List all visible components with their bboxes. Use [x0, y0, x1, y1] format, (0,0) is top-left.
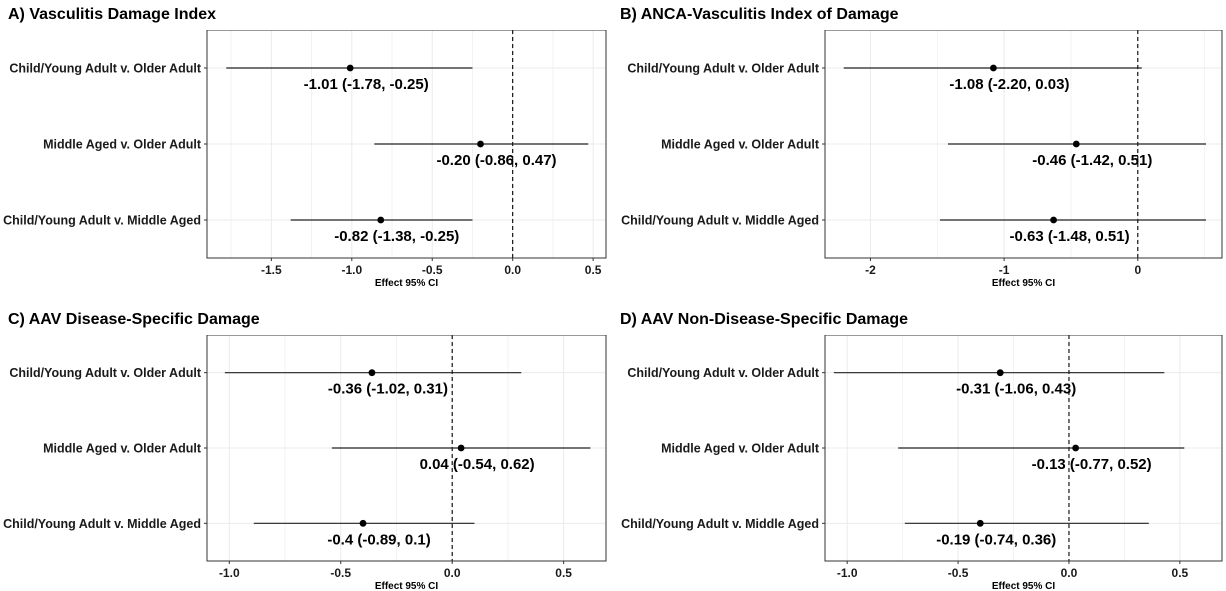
x-tick-label: 0.0	[504, 263, 521, 277]
panel-a-chart: -1.01 (-1.78, -0.25) Child/Young Adult v.…	[3, 30, 607, 288]
point-estimate	[477, 140, 484, 148]
point-estimate	[457, 444, 465, 452]
x-tick-label: 0.0	[444, 566, 461, 580]
row-label: Child/Young Adult v. Older Adult	[627, 62, 819, 76]
point-estimate	[346, 64, 354, 72]
point-estimate	[377, 216, 385, 224]
x-tick-label: 0	[1134, 263, 1141, 277]
plot-border	[824, 335, 1223, 562]
x-tick-label: -1.0	[341, 263, 362, 277]
x-tick-label: -1.0	[837, 566, 858, 580]
x-tick-label: -0.5	[948, 566, 969, 580]
x-tick-label: 0.0	[1061, 566, 1078, 580]
x-tick-label: 0.5	[555, 566, 572, 580]
x-axis-title: Effect 95% CI	[375, 581, 439, 591]
x-tick-label: -0.5	[422, 263, 443, 277]
panel-a-title: A) Vasculitis Damage Index	[8, 6, 217, 23]
row-label: Middle Aged v. Older Adult	[661, 138, 820, 152]
point-estimate	[1050, 216, 1057, 224]
row-label: Child/Young Adult v. Older Adult	[9, 62, 201, 76]
point-estimate	[976, 519, 984, 527]
x-tick-label: -1	[999, 263, 1010, 277]
estimate-label: -0.31 (-1.06, 0.43)	[956, 381, 1076, 398]
x-axis-title: Effect 95% CI	[992, 581, 1056, 591]
x-tick-label: -2	[865, 263, 876, 277]
x-tick-label: 0.5	[585, 263, 602, 277]
estimate-label: -0.82 (-1.38, -0.25)	[334, 228, 459, 245]
estimate-label: -0.36 (-1.02, 0.31)	[328, 381, 448, 398]
row-label: Child/Young Adult v. Older Adult	[9, 366, 201, 380]
row-label: Child/Young Adult v. Older Adult	[627, 366, 819, 380]
estimate-label: -0.19 (-0.74, 0.36)	[936, 531, 1056, 548]
plot-border	[824, 30, 1223, 259]
row-label: Child/Young Adult v. Middle Aged	[621, 517, 819, 531]
panel-c-title: C) AAV Disease-Specific Damage	[8, 311, 260, 328]
estimate-label: -0.20 (-0.86, 0.47)	[436, 152, 556, 169]
panel-b-chart: -1.08 (-2.20, 0.03) Child/Young Adult v. …	[621, 30, 1223, 288]
row-label: Child/Young Adult v. Middle Aged	[3, 517, 201, 531]
point-estimate	[1072, 140, 1080, 148]
panel-d-title: D) AAV Non-Disease-Specific Damage	[620, 311, 909, 328]
x-axis-title: Effect 95% CI	[992, 278, 1056, 288]
point-estimate	[359, 519, 367, 527]
estimate-label: -0.63 (-1.48, 0.51)	[1010, 228, 1130, 245]
plot-border	[206, 30, 607, 259]
point-estimate	[1072, 444, 1080, 452]
estimate-label: 0.04 (-0.54, 0.62)	[420, 456, 535, 473]
estimate-label: -1.08 (-2.20, 0.03)	[949, 76, 1069, 93]
panel-c-chart: -0.36 (-1.02, 0.31) Child/Young Adult v. …	[3, 335, 607, 591]
point-estimate	[368, 369, 376, 377]
x-tick-label: 0.5	[1172, 566, 1189, 580]
estimate-label: -1.01 (-1.78, -0.25)	[304, 76, 429, 93]
x-tick-label: -0.5	[330, 566, 351, 580]
point-estimate	[996, 369, 1004, 377]
plot-border	[206, 335, 607, 562]
row-label: Middle Aged v. Older Adult	[43, 138, 202, 152]
x-tick-label: -1.5	[261, 263, 282, 277]
x-axis-title: Effect 95% CI	[375, 278, 439, 288]
x-tick-label: -1.0	[219, 566, 240, 580]
estimate-label: -0.4 (-0.89, 0.1)	[327, 531, 430, 548]
row-label: Child/Young Adult v. Middle Aged	[3, 214, 201, 228]
row-label: Middle Aged v. Older Adult	[661, 442, 820, 456]
estimate-label: -0.46 (-1.42, 0.51)	[1032, 152, 1152, 169]
point-estimate	[990, 64, 997, 72]
row-label: Child/Young Adult v. Middle Aged	[621, 214, 819, 228]
panel-d-chart: -0.31 (-1.06, 0.43) Child/Young Adult v. …	[621, 335, 1223, 591]
panel-b-title: B) ANCA-Vasculitis Index of Damage	[620, 6, 899, 23]
estimate-label: -0.13 (-0.77, 0.52)	[1032, 456, 1152, 473]
row-label: Middle Aged v. Older Adult	[43, 442, 202, 456]
